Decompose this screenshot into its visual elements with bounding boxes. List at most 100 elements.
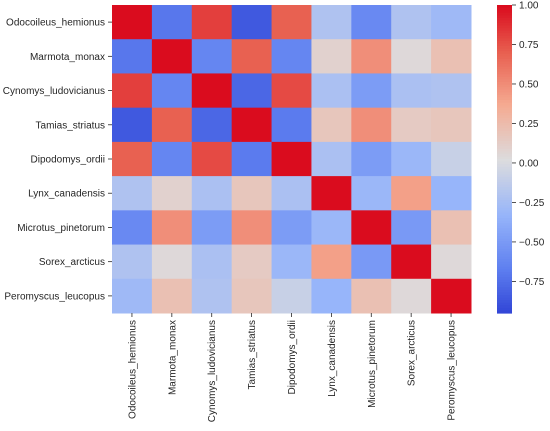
- colorbar-segment: [497, 266, 512, 270]
- row-label: Odocoileus_hemionus: [6, 18, 105, 29]
- heatmap-cell: [431, 39, 472, 74]
- heatmap-cell: [151, 210, 193, 246]
- colorbar-segment: [497, 35, 512, 39]
- colorbar-segment: [497, 297, 512, 301]
- row-label: Microtus_pinetorum: [17, 223, 105, 234]
- row-label: Peromyscus_leucopus: [4, 291, 105, 302]
- heatmap-cell: [231, 176, 273, 211]
- colorbar-segment: [497, 87, 512, 91]
- heatmap-cell: [351, 278, 392, 314]
- heatmap-cell: [431, 73, 472, 109]
- colorbar-segment: [497, 53, 512, 57]
- row-label: Tamias_striatus: [36, 120, 105, 131]
- colorbar-segment: [497, 207, 512, 211]
- column-label: Marmota_monax: [167, 320, 178, 395]
- colorbar-segment: [497, 284, 512, 288]
- colorbar-segment: [497, 246, 512, 250]
- heatmap-cell: [151, 278, 193, 314]
- heatmap-cell: [112, 73, 153, 109]
- colorbar-segment: [497, 22, 512, 27]
- colorbar-segment: [497, 97, 512, 101]
- colorbar-tick-label: −0.25: [519, 198, 545, 209]
- colorbar-segment: [497, 218, 512, 222]
- heatmap-cell: [311, 278, 352, 314]
- colorbar-tick-label: 0.00: [519, 158, 539, 169]
- colorbar-segment: [497, 200, 512, 204]
- colorbar-segment: [497, 305, 512, 309]
- colorbar-segment: [497, 210, 512, 214]
- colorbar-segment: [497, 128, 512, 132]
- colorbar-segment: [497, 161, 512, 165]
- colorbar-segment: [497, 10, 512, 14]
- heatmap-cell: [391, 39, 432, 74]
- colorbar-tick-label: 0.25: [519, 119, 539, 130]
- colorbar-segment: [497, 279, 512, 283]
- colorbar-tick-label: −0.75: [519, 277, 545, 288]
- heatmap-cell: [391, 141, 432, 177]
- column-label: Peromyscus_leucopus: [447, 320, 458, 421]
- colorbar-segment: [497, 251, 512, 255]
- heatmap-cell: [431, 244, 472, 280]
- colorbar-segment: [497, 230, 512, 235]
- heatmap-cell: [351, 244, 392, 280]
- colorbar-segment: [497, 225, 512, 229]
- heatmap-cell: [151, 107, 193, 143]
- heatmap-cell: [231, 107, 273, 143]
- colorbar-segment: [497, 233, 512, 237]
- colorbar-segment: [497, 302, 512, 306]
- colorbar-segment: [497, 120, 512, 124]
- heatmap-cell: [112, 107, 153, 143]
- heatmap-cell: [271, 278, 312, 314]
- heatmap-cell: [431, 141, 472, 177]
- colorbar-segment: [497, 174, 512, 178]
- heatmap-cell: [271, 244, 312, 280]
- heatmap-cell: [112, 5, 153, 40]
- heatmap-cell: [112, 210, 153, 246]
- colorbar-segment: [497, 138, 512, 142]
- heatmap-cell: [191, 73, 233, 109]
- colorbar-segment: [497, 66, 512, 70]
- column-label: Odocoileus_hemionus: [127, 320, 138, 419]
- heatmap-cell: [351, 39, 392, 74]
- colorbar-segment: [497, 43, 512, 47]
- heatmap-cell: [151, 39, 193, 74]
- colorbar-segment: [497, 51, 512, 55]
- colorbar-segment: [497, 238, 512, 242]
- colorbar-segment: [497, 277, 512, 281]
- colorbar-segment: [497, 133, 512, 137]
- heatmap-cell: [391, 210, 432, 246]
- heatmap-cell: [351, 210, 392, 246]
- colorbar-tick-label: 0.75: [519, 40, 539, 51]
- colorbar-segment: [497, 243, 512, 247]
- colorbar-segment: [497, 28, 512, 32]
- row-label: Dipodomys_ordii: [31, 155, 105, 166]
- heatmap-cell: [191, 107, 233, 143]
- colorbar-segment: [497, 61, 512, 65]
- row-label: Sorex_arcticus: [39, 257, 105, 268]
- colorbar-segment: [497, 110, 512, 114]
- colorbar-segment: [497, 102, 512, 106]
- heatmap-cell: [271, 39, 312, 74]
- column-label: Microtus_pinetorum: [367, 320, 378, 408]
- colorbar-segment: [497, 264, 512, 268]
- colorbar-segment: [497, 146, 512, 150]
- colorbar-segment: [497, 48, 512, 52]
- colorbar-segment: [497, 38, 512, 42]
- colorbar-segment: [497, 292, 512, 296]
- heatmap-cell: [431, 210, 472, 246]
- heatmap-cell: [311, 210, 352, 246]
- heatmap-cell: [191, 244, 233, 280]
- heatmap-cell: [151, 73, 193, 109]
- colorbar-segment: [497, 148, 512, 152]
- colorbar-segment: [497, 182, 512, 186]
- colorbar-segment: [497, 159, 512, 163]
- colorbar-segment: [497, 153, 512, 158]
- row-label: Cynomys_ludovicianus: [3, 86, 105, 97]
- colorbar-segment: [497, 307, 512, 312]
- column-labels: Odocoileus_hemionus Marmota_monax Cynomys_…: [127, 313, 458, 422]
- colorbar-segment: [497, 130, 512, 134]
- heatmap-cell: [271, 73, 312, 109]
- colorbar-segment: [497, 223, 512, 227]
- heatmap-cell: [191, 141, 233, 177]
- colorbar-segment: [497, 295, 512, 299]
